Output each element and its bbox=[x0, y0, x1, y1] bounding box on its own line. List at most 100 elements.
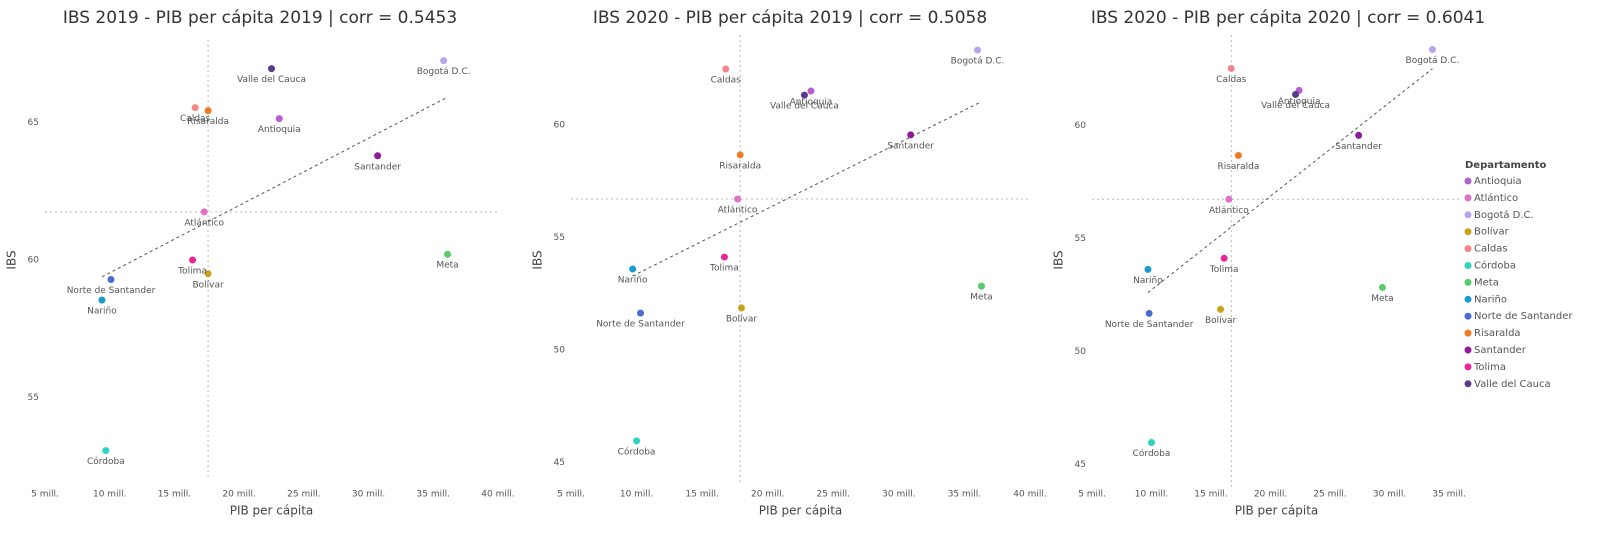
point bbox=[807, 87, 815, 95]
point-label: Tolima bbox=[177, 267, 207, 277]
point bbox=[191, 104, 199, 112]
x-tick-label: 15 mill. bbox=[685, 490, 718, 500]
x-tick-label: 30 mill. bbox=[882, 490, 915, 500]
y-tick-label: 50 bbox=[1075, 347, 1087, 357]
point bbox=[275, 115, 283, 123]
point bbox=[977, 282, 985, 290]
point-label: Norte de Santander bbox=[1105, 320, 1194, 330]
legend-marker bbox=[1464, 278, 1472, 286]
y-tick-label: 60 bbox=[28, 256, 40, 266]
point-label: Bolívar bbox=[192, 280, 224, 290]
point-label: Bogotá D.C. bbox=[417, 67, 471, 77]
point-label: Risaralda bbox=[1217, 162, 1259, 172]
legend-label: Bolívar bbox=[1474, 226, 1510, 238]
point-label: Atlántico bbox=[1209, 206, 1249, 216]
point bbox=[374, 152, 382, 160]
y-tick-label: 60 bbox=[554, 121, 566, 131]
x-tick-label: 10 mill. bbox=[620, 490, 653, 500]
point-label: Córdoba bbox=[1133, 448, 1171, 459]
legend-marker bbox=[1464, 312, 1472, 320]
point-label: Nariño bbox=[1133, 276, 1163, 286]
legend-marker bbox=[1464, 295, 1472, 303]
chart-title: IBS 2019 - PIB per cápita 2019 | corr = … bbox=[63, 8, 457, 28]
point bbox=[102, 447, 110, 455]
legend-marker bbox=[1464, 363, 1472, 371]
point bbox=[1217, 305, 1225, 313]
point-label: Bogotá D.C. bbox=[951, 57, 1005, 67]
point-label: Meta bbox=[1371, 294, 1393, 304]
trend-line bbox=[101, 96, 448, 278]
legend-label: Risaralda bbox=[1474, 328, 1521, 339]
legend-label: Caldas bbox=[1474, 244, 1508, 255]
point bbox=[107, 276, 115, 284]
point bbox=[737, 304, 745, 312]
legend-marker bbox=[1464, 329, 1472, 337]
x-tick-label: 30 mill. bbox=[352, 490, 385, 500]
point bbox=[444, 250, 452, 258]
y-tick-label: 50 bbox=[554, 346, 566, 356]
trend-line bbox=[632, 101, 982, 277]
point-label: Córdoba bbox=[87, 456, 125, 467]
x-tick-label: 20 mill. bbox=[751, 490, 784, 500]
legend-label: Norte de Santander bbox=[1474, 311, 1573, 322]
point-label: Valle del Cauca bbox=[1261, 101, 1330, 111]
point-label: Valle del Cauca bbox=[237, 75, 306, 85]
point-label: Santander bbox=[354, 162, 401, 172]
x-tick-label: 25 mill. bbox=[817, 490, 850, 500]
legend-marker bbox=[1464, 194, 1472, 202]
point bbox=[907, 131, 915, 139]
point-label: Risaralda bbox=[187, 117, 229, 127]
y-axis-title: IBS bbox=[1052, 250, 1066, 269]
x-tick-label: 30 mill. bbox=[1373, 490, 1406, 500]
point-label: Antioquia bbox=[258, 125, 301, 135]
chart-title: IBS 2020 - PIB per cápita 2019 | corr = … bbox=[593, 8, 987, 28]
legend-label: Tolima bbox=[1473, 362, 1506, 373]
point-label: Nariño bbox=[618, 276, 648, 286]
point bbox=[268, 65, 275, 73]
point bbox=[204, 270, 212, 278]
y-tick-label: 45 bbox=[1075, 460, 1086, 470]
point-label: Meta bbox=[436, 261, 458, 271]
point bbox=[1428, 45, 1436, 53]
x-tick-label: 25 mill. bbox=[287, 490, 320, 500]
legend-label: Meta bbox=[1474, 277, 1499, 288]
y-tick-label: 55 bbox=[1075, 234, 1086, 244]
x-tick-label: 20 mill. bbox=[1254, 490, 1287, 500]
point bbox=[736, 151, 744, 159]
point-label: Bolívar bbox=[1205, 316, 1237, 326]
point-label: Caldas bbox=[180, 114, 211, 124]
x-tick-label: 20 mill. bbox=[222, 490, 255, 500]
point bbox=[440, 57, 448, 65]
legend-marker bbox=[1464, 262, 1472, 269]
legend-label: Córdoba bbox=[1474, 260, 1516, 272]
x-tick-label: 5 mill. bbox=[31, 490, 59, 500]
point-label: Norte de Santander bbox=[596, 320, 685, 330]
point bbox=[1225, 195, 1233, 203]
point-label: Caldas bbox=[1216, 75, 1247, 85]
x-tick-label: 25 mill. bbox=[1313, 490, 1346, 500]
point-label: Santander bbox=[887, 141, 934, 151]
x-tick-label: 10 mill. bbox=[93, 490, 126, 500]
point-label: Córdoba bbox=[618, 446, 656, 457]
point-label: Tolima bbox=[1209, 265, 1239, 275]
point bbox=[1144, 265, 1152, 273]
x-tick-label: 40 mill. bbox=[481, 490, 514, 500]
point bbox=[1234, 151, 1242, 159]
x-tick-label: 40 mill. bbox=[1013, 490, 1046, 500]
y-tick-label: 55 bbox=[28, 393, 39, 403]
point bbox=[204, 107, 212, 115]
x-tick-label: 35 mill. bbox=[948, 490, 981, 500]
point bbox=[1220, 254, 1228, 262]
x-tick-label: 15 mill. bbox=[158, 490, 191, 500]
point bbox=[1292, 90, 1300, 98]
point bbox=[1148, 438, 1156, 446]
legend-label: Atlántico bbox=[1474, 192, 1518, 204]
y-tick-label: 60 bbox=[1075, 121, 1087, 131]
point-label: Atlántico bbox=[184, 218, 224, 228]
point bbox=[629, 265, 637, 273]
x-axis-title: PIB per cápita bbox=[230, 504, 314, 518]
point-label: Antioquia bbox=[1278, 97, 1321, 107]
x-tick-label: 5 mill. bbox=[557, 490, 585, 500]
point bbox=[189, 256, 197, 264]
